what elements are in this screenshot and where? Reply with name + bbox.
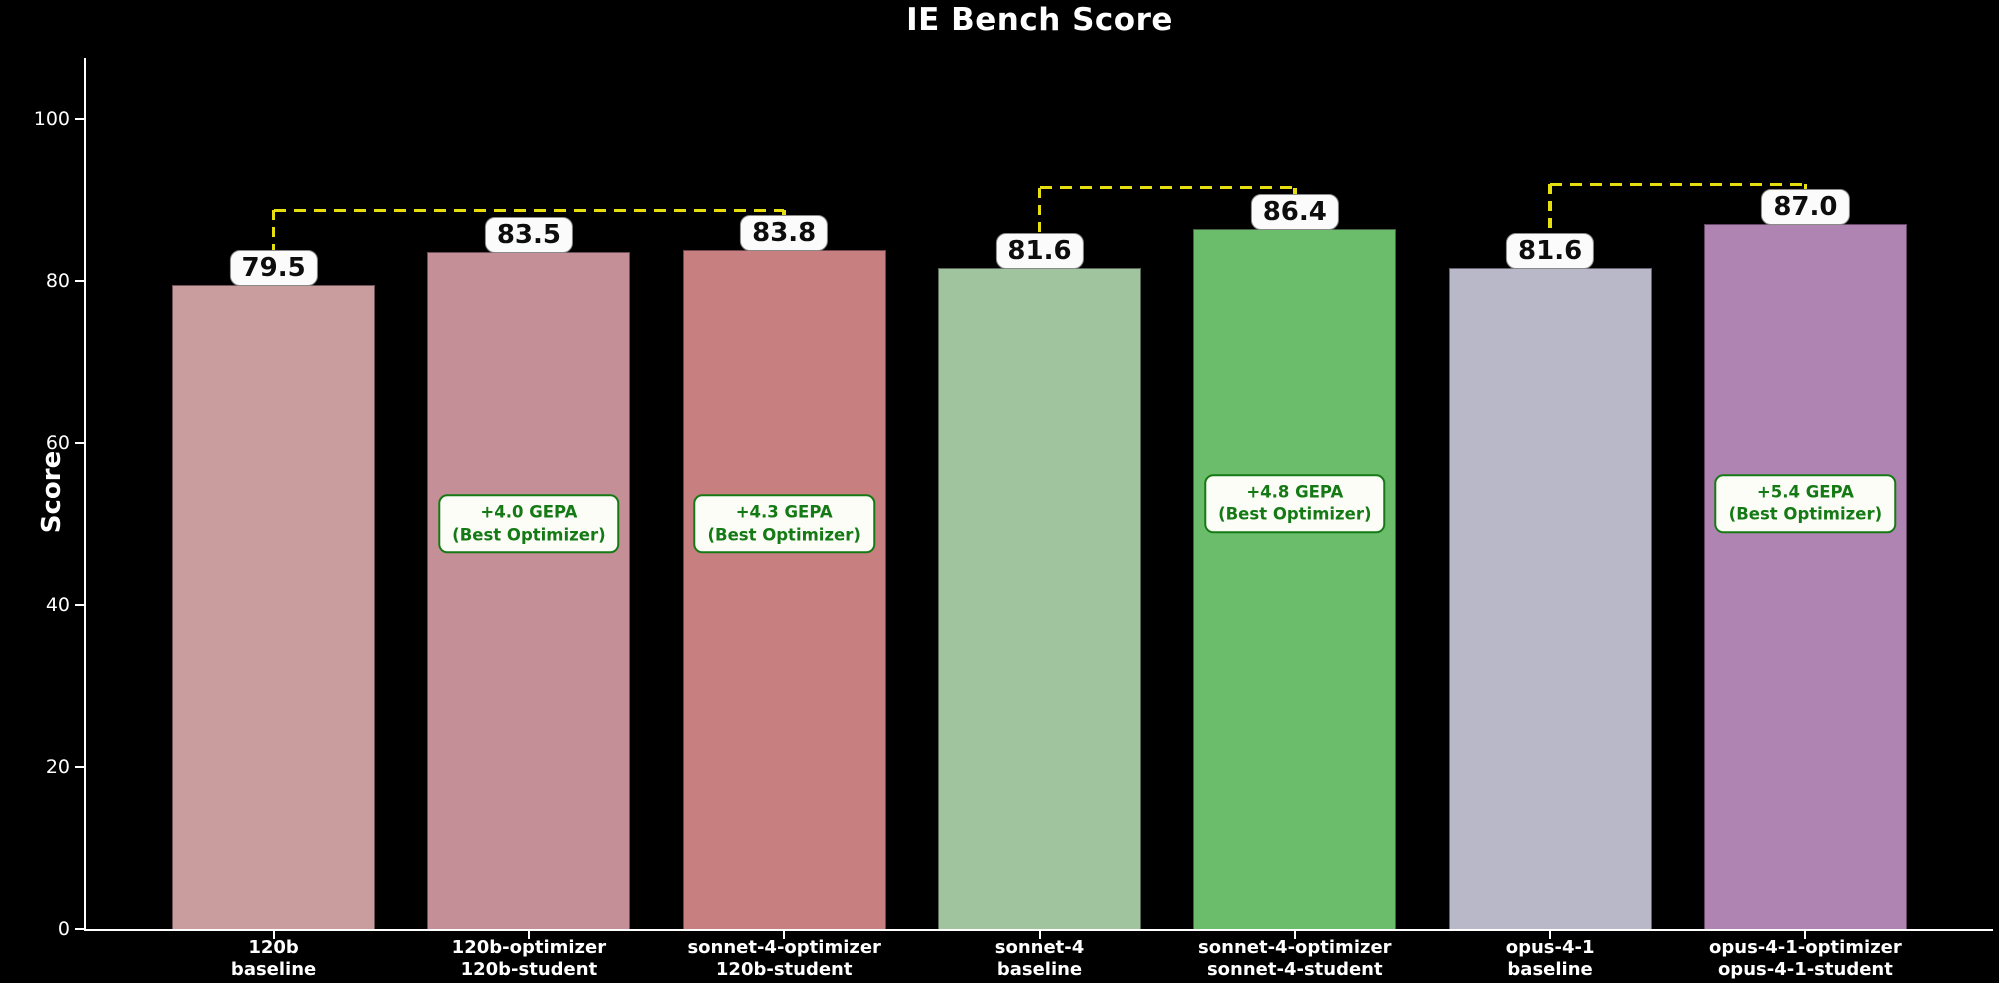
gepa-improvement-annotation: +4.0 GEPA (Best Optimizer) <box>438 494 620 554</box>
y-axis-label: Score <box>37 450 67 534</box>
x-axis-tick-mark <box>1038 931 1041 939</box>
bar-value-label: 81.6 <box>995 232 1084 269</box>
y-axis-tick-mark <box>75 117 84 120</box>
bracket-end-nub <box>1293 187 1297 200</box>
x-axis-tick-mark <box>272 931 275 939</box>
x-axis-category-label: 120b-optimizer 120b-student <box>451 937 607 980</box>
x-axis-tick-mark <box>783 931 786 939</box>
y-axis-tick-label: 80 <box>45 269 70 292</box>
bar-sonnet-4-baseline <box>938 267 1141 929</box>
bracket-vertical-line <box>1037 187 1042 268</box>
x-axis-category-label: sonnet-4-optimizer 120b-student <box>687 937 881 980</box>
chart-title: IE Bench Score <box>906 2 1173 38</box>
y-axis-tick-label: 20 <box>45 755 70 778</box>
y-axis-tick-mark <box>75 928 84 930</box>
plot-area: 0 20 40 60 80 100 120b baseline 79.5 120b-optimiz… <box>34 58 1993 980</box>
bracket-vertical-line <box>1548 184 1552 268</box>
bracket-horizontal-line <box>1039 185 1295 190</box>
bracket-horizontal-line <box>1550 182 1806 187</box>
bar-value-label: 86.4 <box>1250 193 1339 230</box>
bracket-horizontal-line <box>273 208 785 213</box>
y-axis-tick-label: 60 <box>45 431 70 454</box>
x-axis-category-label: opus-4-1 baseline <box>1505 937 1595 980</box>
bar-120b-baseline <box>172 284 376 929</box>
bar-value-label: 79.5 <box>229 249 318 286</box>
y-axis-tick-mark <box>75 441 84 444</box>
gepa-improvement-annotation: +4.3 GEPA (Best Optimizer) <box>693 494 875 554</box>
y-axis-tick-mark <box>75 603 84 606</box>
bar-opus-4-1-baseline <box>1448 267 1652 929</box>
x-axis-tick-mark <box>527 931 530 939</box>
y-axis-tick-mark <box>75 279 84 282</box>
bar-120b-optimizer-120b-student <box>427 252 631 929</box>
gepa-improvement-annotation: +4.8 GEPA (Best Optimizer) <box>1204 474 1386 533</box>
bar-sonnet-4-optimizer-sonnet-4-student <box>1193 228 1397 929</box>
x-axis-tick-mark <box>1804 931 1807 939</box>
x-axis-category-label: opus-4-1-optimizer opus-4-1-student <box>1709 937 1902 980</box>
bar-value-label: 81.6 <box>1506 232 1595 269</box>
bar-sonnet-4-optimizer-120b-student <box>682 250 886 929</box>
gepa-improvement-annotation: +5.4 GEPA (Best Optimizer) <box>1714 474 1897 533</box>
bar-value-label: 83.5 <box>484 217 573 254</box>
x-axis-tick-mark <box>1293 931 1296 939</box>
y-axis-tick-label: 0 <box>57 918 70 940</box>
bar-opus-4-1-optimizer-opus-4-1-student <box>1703 224 1907 929</box>
y-axis-tick-label: 100 <box>33 107 70 130</box>
bracket-vertical-line <box>271 210 276 285</box>
x-axis-category-label: sonnet-4 baseline <box>994 937 1085 980</box>
y-axis-tick-label: 40 <box>45 593 70 616</box>
y-axis-tick-mark <box>75 765 84 768</box>
bar-value-label: 87.0 <box>1761 189 1850 226</box>
bar-value-label: 83.8 <box>740 215 829 252</box>
x-axis-category-label: sonnet-4-optimizer sonnet-4-student <box>1198 937 1392 980</box>
x-axis-category-label: 120b baseline <box>230 937 317 980</box>
x-axis-tick-mark <box>1549 931 1552 939</box>
